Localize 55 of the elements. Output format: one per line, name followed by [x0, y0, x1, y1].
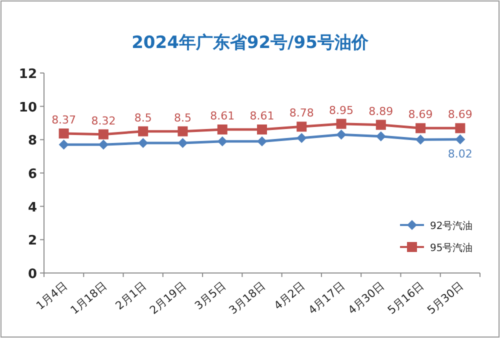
point [455, 134, 466, 144]
point [296, 122, 307, 132]
point [257, 124, 267, 134]
x-tick-label: 3月18日 [226, 279, 268, 317]
chart-title: 2024年广东省92号/95号油价 [132, 33, 370, 53]
data-label: 8.32 [91, 114, 116, 128]
x-tick-label: 1月4日 [34, 279, 70, 312]
x-tick-label: 3月5日 [192, 279, 228, 312]
x-tick-label: 1月18日 [68, 279, 110, 317]
point [257, 136, 267, 146]
point [138, 126, 148, 136]
point [455, 123, 466, 134]
data-label: 8.95 [329, 104, 354, 117]
data-label: 8.61 [250, 110, 274, 122]
data-label: 8.02 [448, 147, 472, 160]
data-label: 8.61 [210, 110, 235, 122]
point [58, 140, 69, 150]
y-tick-label: 2 [28, 234, 37, 249]
point [217, 124, 228, 134]
data-label: 8.78 [289, 106, 314, 120]
x-tick-label: 5月30日 [424, 279, 466, 317]
data-label: 8.5 [174, 111, 192, 124]
point [178, 126, 188, 136]
x-tick-label: 5月16日 [385, 279, 426, 317]
point [376, 131, 386, 142]
data-label: 8.69 [408, 108, 433, 122]
x-tick-label: 2月1日 [113, 279, 150, 312]
x-tick-label: 4月2日 [272, 279, 308, 312]
point [416, 123, 426, 134]
data-label: 8.69 [448, 108, 472, 122]
point [336, 118, 346, 129]
point [416, 134, 426, 145]
data-label: 8.89 [368, 104, 394, 118]
point [376, 120, 386, 130]
y-tick-label: 8 [28, 134, 37, 149]
point [138, 138, 148, 148]
x-tick-label: 4月17日 [306, 279, 348, 317]
point [217, 136, 228, 146]
point [296, 133, 307, 143]
data-label: 8.37 [52, 114, 76, 126]
y-tick-label: 0 [28, 267, 37, 282]
x-tick-label: 2月19日 [147, 279, 189, 317]
point [58, 128, 69, 138]
y-tick-label: 12 [18, 67, 37, 82]
x-tick-label: 4月30日 [346, 279, 387, 317]
legend-label: 95号汽油 [430, 242, 473, 254]
point [98, 140, 108, 150]
y-tick-label: 4 [28, 200, 37, 216]
point [98, 129, 108, 140]
point [336, 130, 346, 140]
y-tick-label: 10 [18, 100, 37, 116]
data-label: 8.5 [134, 111, 152, 124]
y-tick-label: 6 [28, 167, 37, 182]
point [178, 138, 188, 148]
legend-label: 92号汽油 [430, 220, 473, 232]
